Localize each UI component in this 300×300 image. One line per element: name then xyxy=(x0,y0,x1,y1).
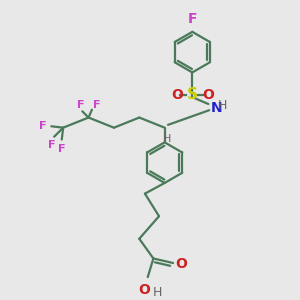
Text: O: O xyxy=(138,283,150,297)
Text: N: N xyxy=(210,101,222,115)
Text: F: F xyxy=(77,100,84,110)
Text: F: F xyxy=(48,140,55,149)
Text: H: H xyxy=(153,286,162,299)
Text: F: F xyxy=(58,144,65,154)
Text: F: F xyxy=(39,121,47,131)
Text: F: F xyxy=(93,100,100,110)
Text: H: H xyxy=(218,99,227,112)
Text: H: H xyxy=(163,134,171,144)
Text: O: O xyxy=(171,88,183,102)
Text: S: S xyxy=(187,88,198,103)
Text: F: F xyxy=(188,12,197,26)
Text: O: O xyxy=(202,88,214,102)
Text: O: O xyxy=(176,256,187,271)
